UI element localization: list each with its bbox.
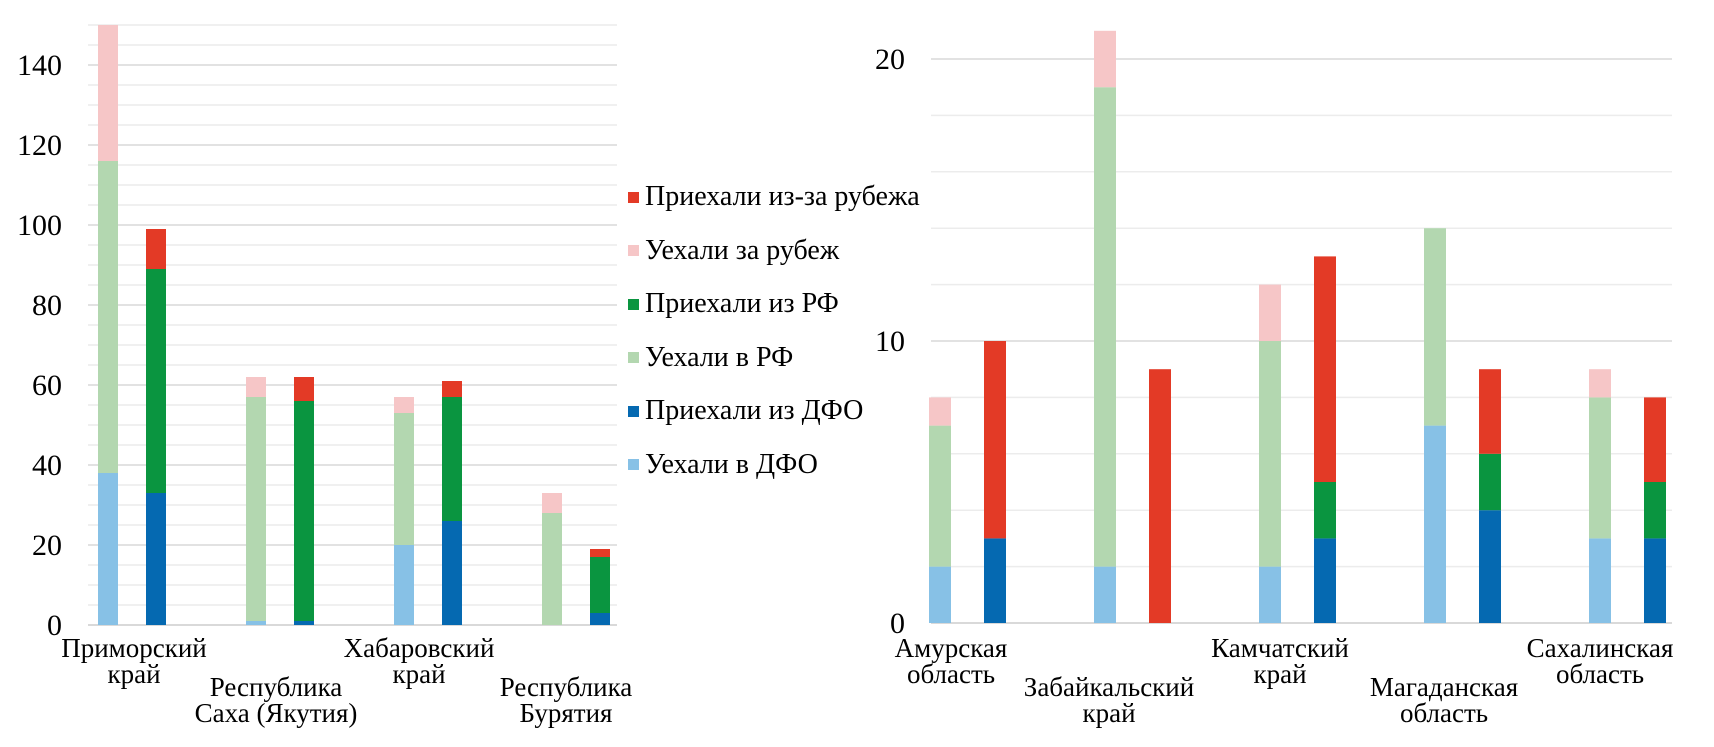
bar-segment-left (1424, 228, 1446, 426)
bar-segment-right (442, 397, 462, 521)
legend-swatch (628, 405, 639, 417)
bar-segment-left (1589, 538, 1611, 623)
bar-segment-left (542, 513, 562, 625)
bar-segment-left (1589, 369, 1611, 398)
bar-segment-left (1424, 425, 1446, 623)
bar-segment-right (294, 401, 314, 621)
legend-item-immigrants-abroad: Приехали из-за рубежа (628, 178, 920, 216)
category-label: Камчатский край (1211, 633, 1349, 689)
y-tick-label: 10 (875, 325, 905, 358)
legend-item-emigrants-abroad: Уехали за рубеж (628, 232, 920, 270)
legend: Приехали из-за рубежа Уехали за рубеж Пр… (628, 178, 920, 499)
bar-segment-left (1259, 341, 1281, 567)
bar-segment-left (98, 161, 118, 473)
bar-segment-right (1314, 256, 1336, 482)
bar-segment-left (929, 397, 951, 426)
bar-segment-right (1479, 453, 1501, 511)
legend-item-arrived-from-dfo: Приехали из ДФО (628, 392, 920, 430)
bar-segment-left (394, 545, 414, 625)
bar-segment-left (98, 473, 118, 625)
bar-segment-right (1644, 397, 1666, 482)
bar-segment-left (1094, 30, 1116, 88)
bar-segment-right (1644, 538, 1666, 623)
bar-segment-left (929, 425, 951, 567)
category-label: Забайкальский край (1024, 672, 1194, 728)
bar-segment-left (1094, 87, 1116, 567)
legend-label: Уехали в РФ (645, 341, 794, 373)
bar-segment-left (1589, 397, 1611, 539)
bar-segment-left (542, 493, 562, 513)
bar-segment-right (1644, 482, 1666, 539)
bar-segment-right (442, 381, 462, 397)
bar-segment-right (1314, 538, 1336, 623)
bar-segment-left (1094, 566, 1116, 623)
bar-segment-left (246, 377, 266, 397)
bar-segment-left (1259, 566, 1281, 623)
bar-segment-right (984, 341, 1006, 539)
bar-segment-right (146, 229, 166, 269)
category-label: Сахалинская область (1527, 633, 1674, 689)
bar-segment-right (590, 549, 610, 557)
bar-segment-left (98, 25, 118, 161)
y-tick-label: 80 (32, 289, 62, 322)
y-tick-label: 0 (47, 609, 62, 642)
category-label: Хабаровский край (344, 633, 495, 689)
legend-label: Приехали из ДФО (645, 395, 864, 426)
legend-swatch (628, 352, 639, 363)
category-label: Республика Бурятия (500, 672, 633, 728)
legend-swatch (628, 245, 639, 256)
bar-segment-right (1479, 369, 1501, 454)
bar-segment-right (984, 538, 1006, 623)
legend-item-left-to-rf: Уехали в РФ (628, 339, 920, 377)
legend-label: Приехали из-за рубежа (645, 181, 920, 212)
legend-swatch (628, 191, 639, 203)
legend-label: Уехали в ДФО (645, 448, 818, 480)
category-label: Приморский край (61, 633, 207, 689)
y-tick-label: 100 (17, 209, 62, 242)
category-label: Республика Саха (Якутия) (195, 672, 358, 728)
bar-segment-right (590, 557, 610, 613)
y-tick-label: 120 (17, 129, 62, 162)
legend-item-arrived-from-rf: Приехали из РФ (628, 285, 920, 323)
category-label: Амурская область (895, 633, 1008, 689)
bar-segment-right (146, 493, 166, 625)
bar-segment-left (1259, 284, 1281, 341)
legend-item-left-to-dfo: Уехали в ДФО (628, 446, 920, 484)
category-label: Магаданская область (1370, 672, 1518, 728)
y-tick-label: 140 (17, 49, 62, 82)
legend-swatch (628, 459, 639, 470)
bar-segment-left (394, 397, 414, 413)
y-tick-label: 40 (32, 449, 62, 482)
bar-segment-right (1149, 369, 1171, 623)
bar-segment-right (1314, 482, 1336, 539)
bar-segment-right (294, 377, 314, 401)
y-tick-label: 20 (32, 529, 62, 562)
legend-label: Уехали за рубеж (645, 234, 840, 266)
bar-segment-left (929, 566, 951, 623)
bar-segment-right (1479, 510, 1501, 623)
legend-label: Приехали из РФ (645, 288, 839, 319)
bar-segment-right (590, 613, 610, 625)
y-tick-label: 0 (890, 607, 905, 640)
bar-segment-right (442, 521, 462, 625)
bar-segment-right (146, 269, 166, 493)
chart-2: 0 10 20 Амурская область Забайкальский край Кам… (875, 30, 1674, 728)
bar-segment-right (294, 621, 314, 625)
y-tick-label: 60 (32, 369, 62, 402)
legend-swatch (628, 298, 639, 310)
bar-segment-left (246, 621, 266, 625)
bar-segment-left (394, 413, 414, 545)
bar-segment-left (246, 397, 266, 621)
y-tick-label: 20 (875, 43, 905, 76)
